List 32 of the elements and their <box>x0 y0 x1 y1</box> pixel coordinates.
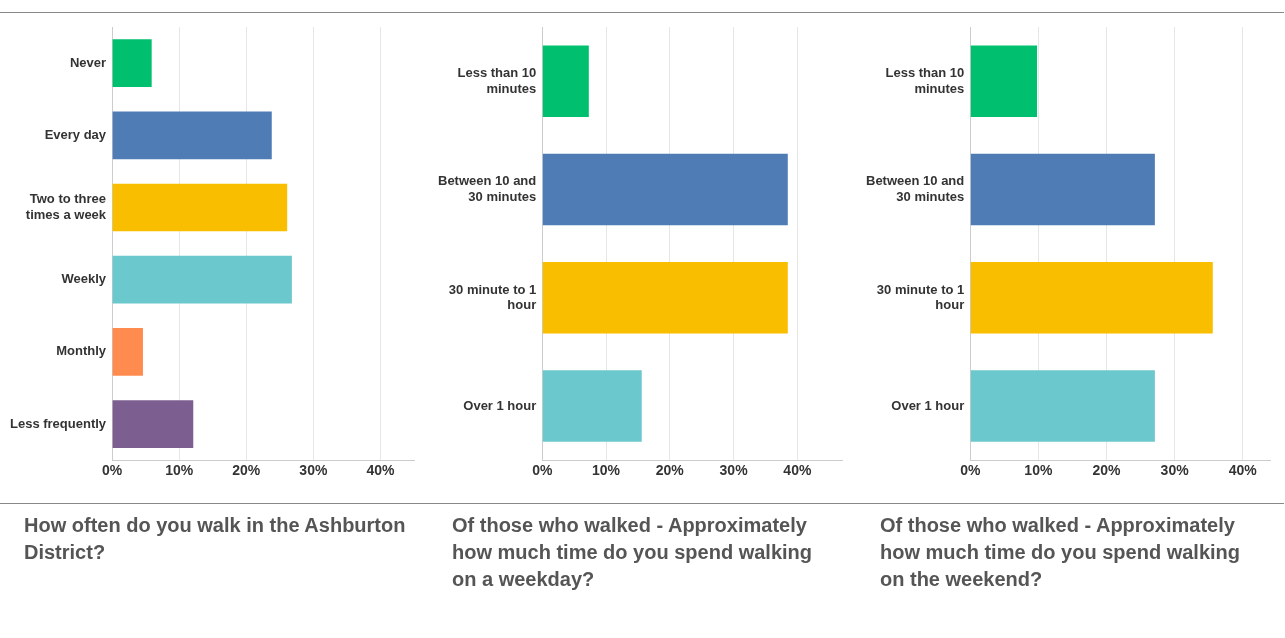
x-tick-label: 30% <box>1160 462 1190 479</box>
y-tick-label: Monthly <box>56 343 107 359</box>
text: How often do you walk in the Ashburton District? <box>23 513 407 565</box>
x-tick-label: 20% <box>1092 462 1122 479</box>
x-tick-label: 10% <box>165 462 194 479</box>
y-tick-label: Never <box>69 54 107 70</box>
x-tick-label: 10% <box>592 462 621 479</box>
x-tick-label: 0% <box>960 462 981 479</box>
x-tick-label: 30% <box>719 462 749 479</box>
x-tick-label: 40% <box>783 462 812 479</box>
y-tick-label: Weekly <box>61 271 107 287</box>
y-tick-label: Between 10 and 30 minutes <box>865 173 965 204</box>
y-tick-label: 30 minute to 1 hour <box>448 281 537 313</box>
text: Of those who walked - Approximately how much time do you spend walking on the weekend? <box>879 513 1242 592</box>
y-tick-label: Between 10 and 30 minutes <box>437 173 537 204</box>
x-tick-label: 20% <box>232 462 261 479</box>
x-tick-label: 0% <box>101 462 123 479</box>
y-tick-label: 30 minute to 1 hour <box>876 281 965 313</box>
y-tick-label: Less than 10 minutes <box>457 64 537 96</box>
y-tick-label: Two to three times a week <box>25 191 107 222</box>
y-tick-label: Less than 10 minutes <box>885 64 965 96</box>
x-tick-label: 30% <box>299 462 328 479</box>
x-tick-label: 10% <box>1024 462 1053 479</box>
x-tick-label: 0% <box>532 462 553 479</box>
y-tick-label: Over 1 hour <box>463 397 537 413</box>
text: Of those who walked - Approximately how much time do you spend walking on a weekday? <box>451 513 814 592</box>
y-tick-label: Over 1 hour <box>891 397 965 413</box>
x-tick-label: 40% <box>366 462 396 479</box>
x-tick-label: 20% <box>655 462 685 479</box>
x-tick-label: 40% <box>1228 462 1258 479</box>
y-tick-label: Less frequently <box>9 415 107 431</box>
y-tick-label: Every day <box>44 126 107 142</box>
